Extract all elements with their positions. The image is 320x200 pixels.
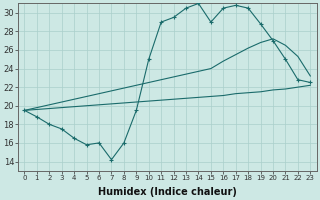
X-axis label: Humidex (Indice chaleur): Humidex (Indice chaleur) bbox=[98, 187, 237, 197]
